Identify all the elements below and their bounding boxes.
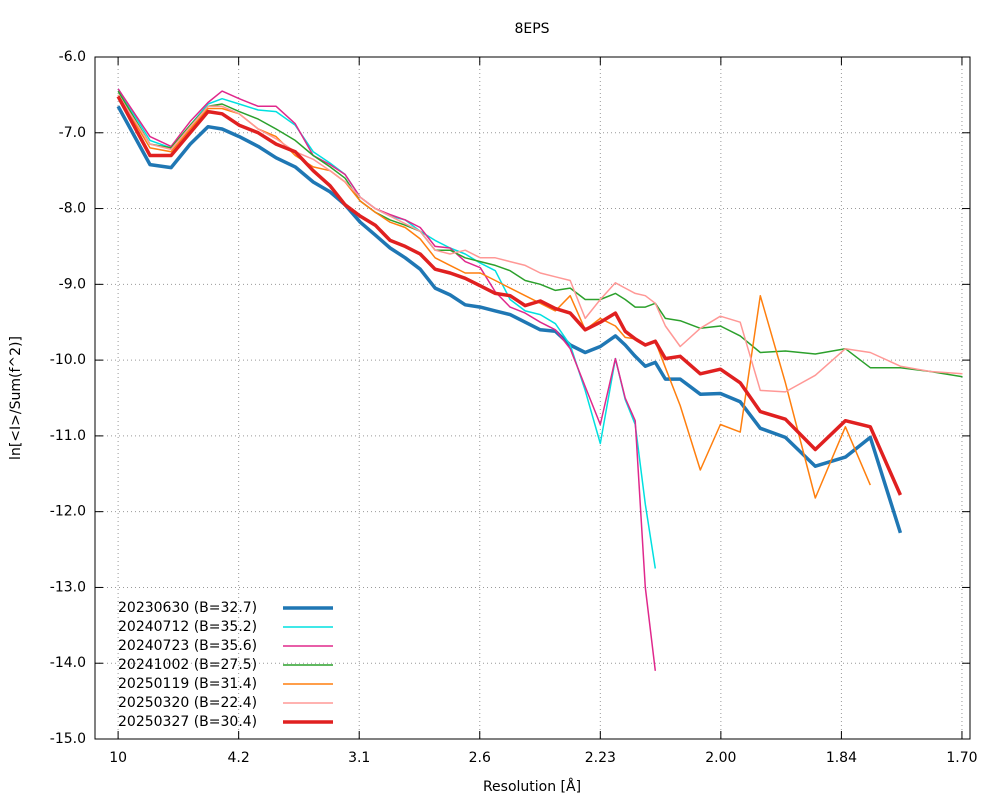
series-line xyxy=(117,88,657,671)
legend-label: 20250119 (B=31.4) xyxy=(118,676,257,692)
y-tick-label: -10.0 xyxy=(50,352,86,368)
x-tick-label: 4.2 xyxy=(228,750,250,766)
series-line xyxy=(116,95,903,496)
legend-label: 20241002 (B=27.5) xyxy=(118,657,257,673)
y-tick-label: -12.0 xyxy=(50,504,86,520)
x-tick-label: 1.70 xyxy=(946,750,977,766)
y-tick-label: -6.0 xyxy=(59,49,86,65)
series-line xyxy=(117,94,871,499)
x-axis-label: Resolution [Å] xyxy=(483,778,581,795)
series-line xyxy=(116,105,903,534)
y-tick-label: -11.0 xyxy=(50,428,86,444)
series-line xyxy=(117,94,963,393)
chart-title: 8EPS xyxy=(514,21,549,37)
y-tick-label: -14.0 xyxy=(50,655,86,671)
legend-label: 20240712 (B=35.2) xyxy=(118,619,257,635)
legend-label: 20240723 (B=35.6) xyxy=(118,638,257,654)
series-line xyxy=(117,88,657,569)
x-tick-label: 3.1 xyxy=(348,750,370,766)
y-tick-label: -9.0 xyxy=(59,276,86,292)
y-tick-label: -8.0 xyxy=(59,201,86,217)
legend-label: 20230630 (B=32.7) xyxy=(118,600,257,616)
x-tick-label: 2.00 xyxy=(705,750,736,766)
x-tick-label: 2.6 xyxy=(469,750,491,766)
y-tick-label: -13.0 xyxy=(50,579,86,595)
series-line xyxy=(117,90,963,378)
x-tick-label: 1.84 xyxy=(826,750,857,766)
y-axis-label: ln[<I>/Sum(f^2)] xyxy=(8,336,24,460)
y-tick-label: -7.0 xyxy=(59,125,86,141)
x-tick-label: 2.23 xyxy=(585,750,616,766)
y-tick-label: -15.0 xyxy=(50,731,86,747)
legend-label: 20250320 (B=22.4) xyxy=(118,695,257,711)
x-tick-label: 10 xyxy=(109,750,127,766)
plot-frame xyxy=(94,56,971,740)
legend-label: 20250327 (B=30.4) xyxy=(118,714,257,730)
